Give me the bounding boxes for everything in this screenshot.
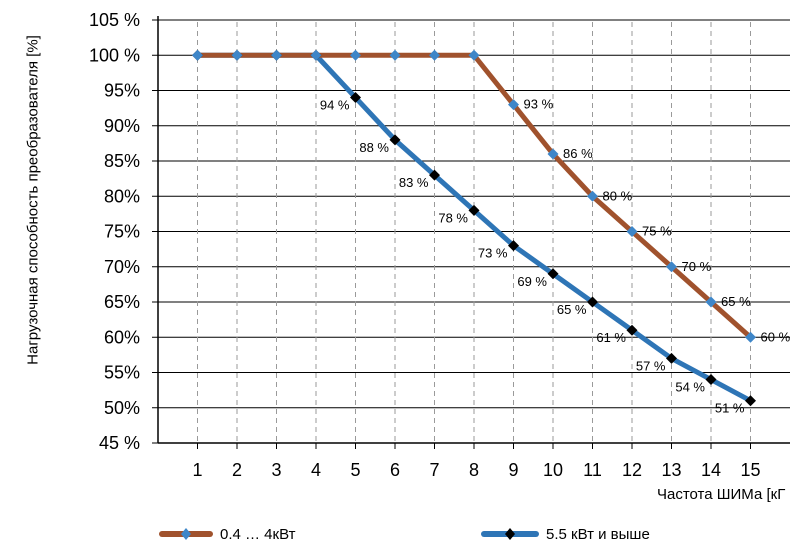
data-label-series-1: 86 % (563, 146, 593, 161)
series-2-point (587, 296, 598, 308)
series-1-point (587, 190, 598, 202)
y-tick-label: 65% (104, 292, 140, 312)
y-tick-label: 60% (104, 327, 140, 347)
y-axis-label-container: Нагрузочная способность преобразователя … (18, 10, 48, 390)
data-label-series-2: 94 % (320, 98, 350, 113)
data-label-series-2: 61 % (596, 330, 626, 345)
x-tick-label: 13 (661, 460, 681, 480)
data-label-series-1: 80 % (603, 188, 633, 203)
legend-swatch-series-1 (159, 528, 213, 540)
series-2-point (626, 324, 638, 336)
series-layer (192, 49, 756, 407)
series-2-point (350, 92, 361, 104)
y-tick-label: 80% (104, 186, 140, 206)
data-label-series-1: 65 % (721, 294, 751, 309)
data-label-series-1: 70 % (682, 259, 712, 274)
series-2-point (429, 169, 440, 181)
data-label-series-2: 51 % (715, 401, 745, 416)
legend-item-series-2: 5.5 кВт и выше (480, 525, 650, 543)
x-tick-label: 14 (701, 460, 721, 480)
series-1-point (389, 49, 401, 61)
legend-label-series-2: 5.5 кВт и выше (546, 525, 650, 543)
axes (152, 16, 790, 449)
legend-item-series-1: 0.4 … 4кВт (158, 525, 295, 543)
x-tick-label: 7 (429, 460, 439, 480)
series-1-point (468, 49, 480, 61)
y-tick-label: 55% (104, 363, 140, 383)
y-tick-label: 105 % (89, 10, 140, 30)
series-1-point (231, 49, 243, 61)
legend-label-series-1: 0.4 … 4кВт (220, 525, 296, 543)
series-1-point (547, 148, 559, 160)
x-tick-label: 11 (583, 460, 602, 480)
series-1-point (745, 331, 756, 343)
x-axis-label: Частота ШИМа [кГ (657, 486, 786, 503)
y-axis-label: Нагрузочная способность преобразователя … (24, 35, 42, 365)
series-2-point (705, 374, 717, 386)
y-tick-label: 100 % (89, 45, 140, 65)
data-label-series-2: 83 % (399, 175, 429, 190)
y-tick-label: 85% (104, 151, 140, 171)
y-tick-label: 90% (104, 116, 140, 136)
series-2-point (666, 352, 677, 364)
data-label-series-2: 73 % (478, 246, 508, 261)
x-tick-label: 3 (271, 460, 281, 480)
tick-labels: 45 % 50% 55% 60% 65% 70% 75% 80% 85% 90% 95% 100 % 1… (89, 10, 761, 480)
series-1-point (429, 49, 440, 61)
x-tick-label: 1 (192, 460, 202, 480)
series-2-point (547, 268, 559, 280)
data-label-series-2: 57 % (636, 358, 666, 373)
x-tick-label: 6 (390, 460, 400, 480)
series-1-point (508, 99, 519, 111)
series-1-point (350, 49, 361, 61)
series-2-point (745, 395, 756, 407)
series-1-point (666, 261, 677, 273)
data-label-series-1: 60 % (761, 329, 791, 344)
x-tick-label: 10 (543, 460, 563, 480)
y-tick-label: 75% (104, 222, 140, 242)
series-1-point (626, 226, 638, 237)
series-1-point (192, 49, 203, 61)
legend-swatch-series-2 (481, 528, 539, 540)
y-tick-label: 45 % (99, 433, 140, 453)
x-tick-label: 5 (350, 460, 360, 480)
data-label-series-2: 88 % (359, 140, 389, 155)
series-1-point (705, 296, 717, 308)
x-tick-label: 2 (232, 460, 242, 480)
series-2-point (508, 240, 519, 252)
data-label-series-2: 65 % (557, 302, 587, 317)
series-2-point (468, 204, 480, 216)
y-tick-label: 70% (104, 257, 140, 277)
data-labels: 93 % 86 % 80 % 75 % 70 % 65 % 60 % 94 % 88 % 83 %… (320, 97, 791, 416)
data-label-series-2: 54 % (675, 380, 705, 395)
series-2-point (389, 134, 401, 146)
x-tick-label: 8 (469, 460, 479, 480)
x-tick-label: 12 (622, 460, 642, 480)
y-tick-label: 50% (104, 398, 140, 418)
x-tick-label: 15 (740, 460, 760, 480)
series-1-point (310, 49, 322, 61)
y-tick-label: 95% (104, 81, 140, 101)
x-tick-label: 9 (508, 460, 518, 480)
x-tick-label: 4 (311, 460, 321, 480)
data-label-series-1: 75 % (642, 224, 672, 239)
data-label-series-1: 93 % (524, 97, 554, 112)
data-label-series-2: 69 % (517, 274, 547, 289)
series-1-point (271, 49, 282, 61)
data-label-series-2: 78 % (438, 210, 468, 225)
